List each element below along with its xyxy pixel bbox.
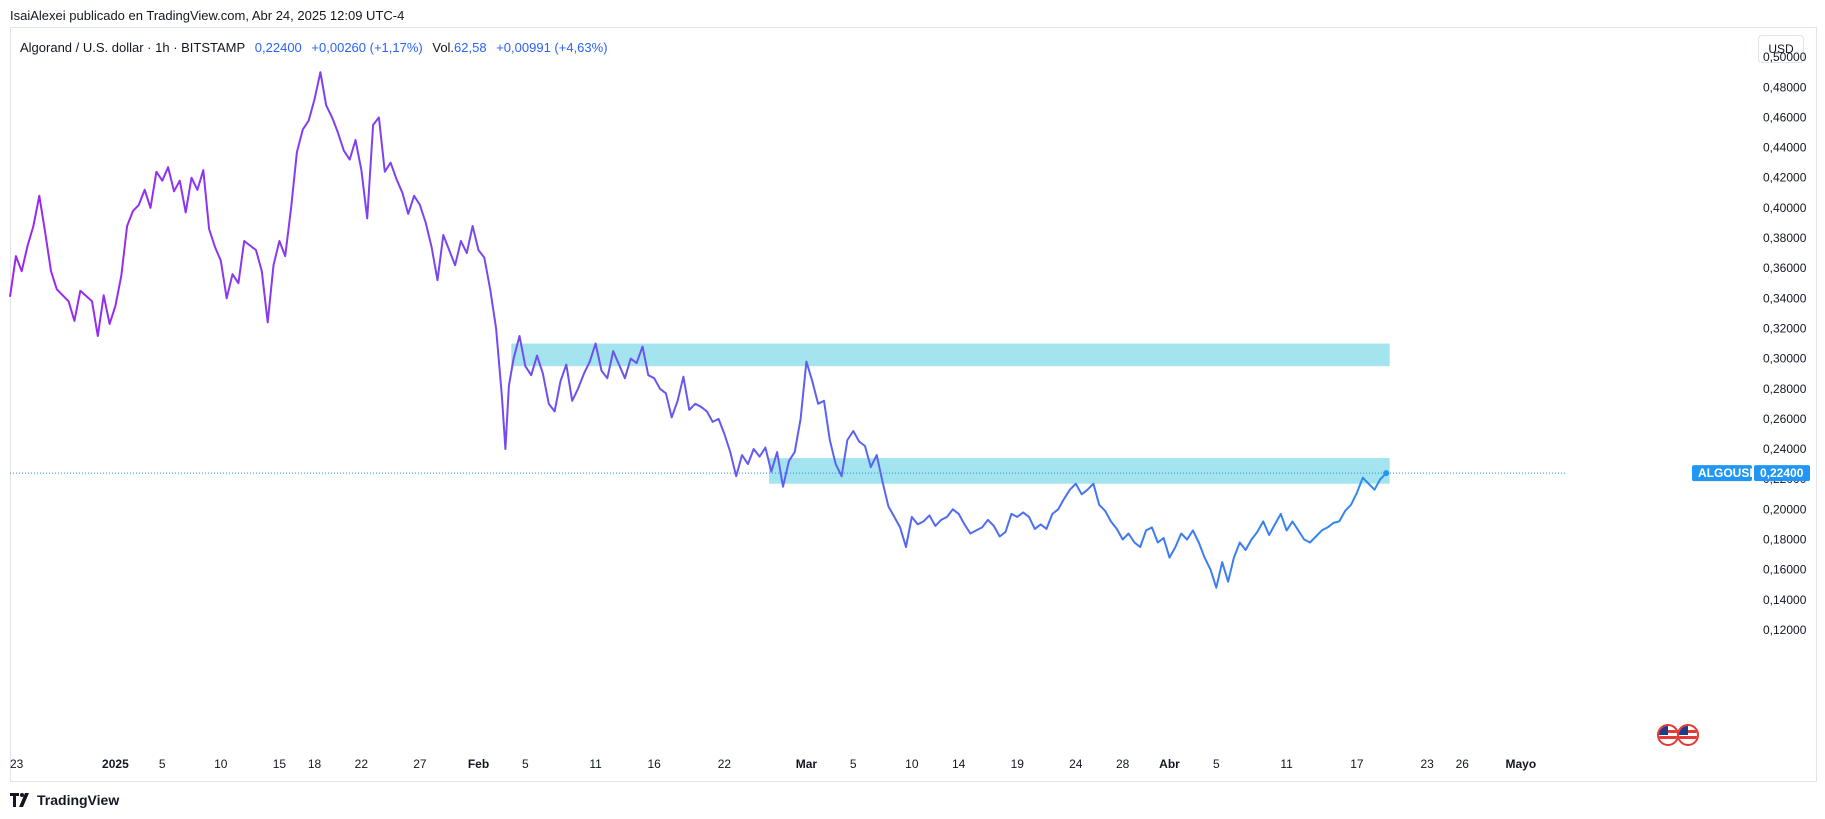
y-tick-label: 0,40000: [1763, 201, 1807, 215]
price-zone-2[interactable]: [768, 458, 1390, 484]
x-tick-label: 16: [647, 757, 661, 771]
x-tick-label: 19: [1011, 757, 1025, 771]
legend-volume-value: 62,58: [454, 40, 487, 55]
y-tick-label: 0,12000: [1763, 623, 1807, 637]
x-tick-label: 2025: [102, 757, 129, 771]
legend-last-price: 0,22400: [254, 40, 302, 55]
x-tick-label: Feb: [468, 757, 489, 771]
publish-caption: IsaiAlexei publicado en TradingView.com,…: [10, 8, 405, 23]
legend-volume-label: Vol.: [432, 40, 455, 55]
x-tick-label: 14: [952, 757, 966, 771]
y-tick-label: 0,36000: [1763, 261, 1807, 275]
x-tick-label: 28: [1116, 757, 1130, 771]
y-tick-label: 0,14000: [1763, 593, 1807, 607]
us-flag-icon[interactable]: [1657, 724, 1679, 746]
tradingview-logo-icon: [10, 793, 29, 807]
symbol-legend: Algorand / U.S. dollar · 1h · BITSTAMP 0…: [20, 40, 614, 55]
price-tag-value-bg: [1754, 465, 1810, 482]
y-tick-label: 0,38000: [1763, 231, 1807, 245]
y-tick-label: 0,30000: [1763, 352, 1807, 366]
y-tick-label: 0,32000: [1763, 321, 1807, 335]
x-tick-label: 22: [355, 757, 369, 771]
x-tick-label: Abr: [1159, 757, 1180, 771]
x-tick-label: 10: [905, 757, 919, 771]
x-tick-label: 22: [718, 757, 732, 771]
x-tick-label: 23: [1420, 757, 1434, 771]
price-tag-value: 0,22400: [1760, 466, 1804, 480]
x-tick-label: 27: [413, 757, 427, 771]
x-tick-label: 11: [589, 757, 602, 771]
price-tag: ALGOUSD 0,22400: [1692, 465, 1810, 482]
y-tick-label: 0,24000: [1763, 442, 1807, 456]
y-tick-label: 0,46000: [1763, 110, 1807, 124]
x-tick-label: Mayo: [1506, 757, 1537, 771]
x-tick-label: 26: [1456, 757, 1470, 771]
price-series-line: [9, 71, 1387, 589]
y-tick-label: 0,28000: [1763, 382, 1807, 396]
price-tag-symbol: ALGOUSD: [1698, 466, 1758, 480]
x-tick-label: 10: [214, 757, 228, 771]
x-tick-label: 5: [1213, 757, 1220, 771]
x-tick-label: 5: [850, 757, 857, 771]
y-tick-label: 0,18000: [1763, 532, 1807, 546]
us-flag-icon[interactable]: [1677, 724, 1699, 746]
y-tick-label: 0,44000: [1763, 141, 1807, 155]
x-tick-label: 24: [1069, 757, 1083, 771]
y-tick-label: 0,20000: [1763, 502, 1807, 516]
x-tick-label: 5: [159, 757, 166, 771]
price-zone-1[interactable]: [511, 343, 1390, 367]
tradingview-logo[interactable]: TradingView: [10, 792, 119, 808]
x-tick-label: 15: [273, 757, 287, 771]
y-tick-label: 0,16000: [1763, 563, 1807, 577]
x-tick-label: 11: [1280, 757, 1293, 771]
x-tick-label: 17: [1350, 757, 1364, 771]
y-tick-label: 0,50000: [1763, 50, 1807, 64]
x-tick-label: 23: [10, 757, 24, 771]
y-tick-label: 0,34000: [1763, 291, 1807, 305]
y-tick-label: 0,42000: [1763, 171, 1807, 185]
chart-frame: [10, 27, 1817, 782]
x-tick-label: Mar: [796, 757, 818, 771]
legend-change: +0,00260 (+1,17%): [311, 40, 423, 55]
currency-button[interactable]: USD: [1758, 35, 1804, 63]
legend-volume-change: +0,00991 (+4,63%): [496, 40, 608, 55]
y-tick-label: 0,26000: [1763, 412, 1807, 426]
last-price-dot: [1383, 470, 1390, 477]
x-tick-label: 5: [522, 757, 529, 771]
y-tick-label: 0,48000: [1763, 80, 1807, 94]
price-tag-symbol-bg: [1692, 465, 1752, 482]
tradingview-logo-text: TradingView: [37, 792, 120, 808]
x-tick-label: 18: [308, 757, 322, 771]
legend-symbol[interactable]: Algorand / U.S. dollar · 1h · BITSTAMP: [20, 40, 246, 55]
